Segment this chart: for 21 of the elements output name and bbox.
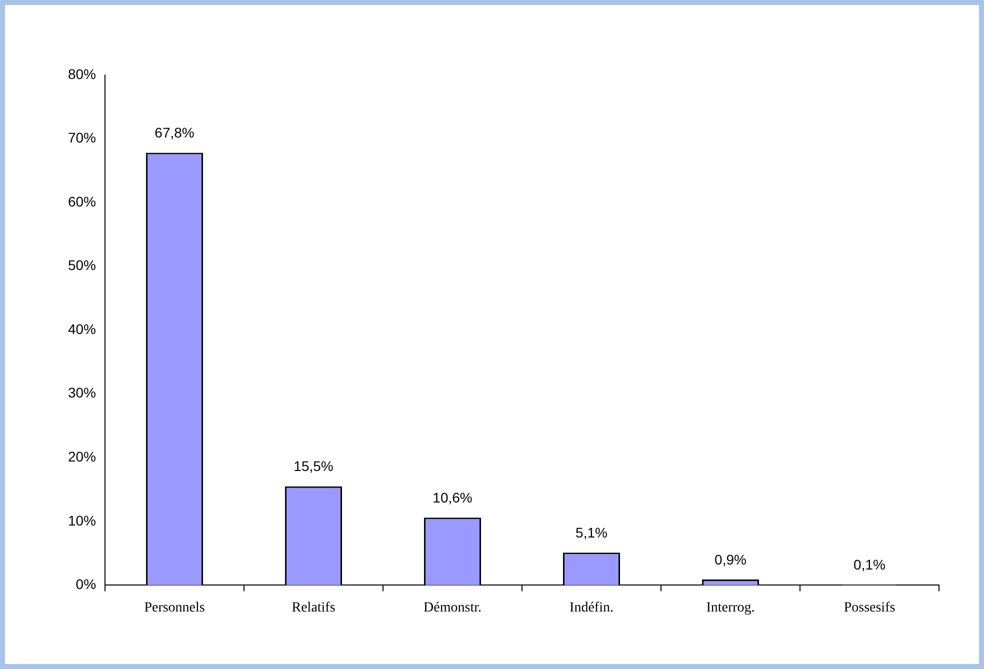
data-label: 5,1% bbox=[576, 524, 608, 541]
y-tick-label: 70% bbox=[68, 130, 96, 146]
x-tick-label: Personnels bbox=[144, 600, 205, 616]
x-tick-label: Indéfin. bbox=[570, 600, 614, 616]
y-tick-label: 0% bbox=[76, 576, 96, 592]
data-label: 15,5% bbox=[294, 458, 334, 474]
x-tick-label: Interrog. bbox=[706, 600, 755, 616]
data-label: 67,8% bbox=[154, 124, 194, 141]
data-label: 0,9% bbox=[714, 551, 746, 568]
y-tick-label: 80% bbox=[68, 66, 96, 82]
y-tick-label: 60% bbox=[68, 193, 96, 210]
y-tick-label: 40% bbox=[68, 320, 96, 337]
x-tick-label: Possesifs bbox=[844, 600, 896, 616]
y-tick-label: 30% bbox=[68, 384, 96, 401]
y-tick-label: 10% bbox=[68, 512, 96, 528]
x-tick-label: Démonstr. bbox=[424, 600, 482, 616]
data-label: 0,1% bbox=[854, 556, 886, 572]
y-tick-label: 50% bbox=[68, 257, 96, 274]
x-tick-label: Relatifs bbox=[292, 600, 336, 616]
y-tick-label: 20% bbox=[68, 448, 96, 465]
data-label: 10,6% bbox=[432, 489, 472, 506]
